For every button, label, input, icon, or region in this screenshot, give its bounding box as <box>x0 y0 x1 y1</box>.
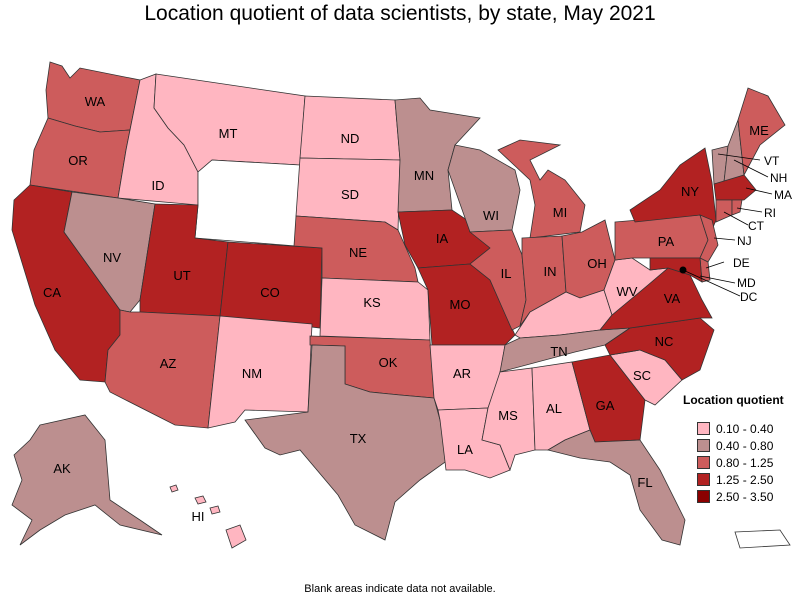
state-nm[interactable] <box>207 315 313 429</box>
label-sd: SD <box>341 187 359 202</box>
label-mo: MO <box>450 297 471 312</box>
legend-label: 1.25 - 2.50 <box>716 472 774 487</box>
label-in: IN <box>544 264 557 279</box>
state-tx[interactable] <box>244 344 449 541</box>
legend-swatch <box>697 456 710 469</box>
state-ak[interactable] <box>11 414 163 546</box>
label-az: AZ <box>160 356 177 371</box>
label-tn: TN <box>550 344 567 359</box>
legend-items: 0.10 - 0.40 0.40 - 0.80 0.80 - 1.25 1.25… <box>683 420 798 505</box>
label-hi: HI <box>192 509 205 524</box>
state-md[interactable] <box>649 257 703 283</box>
state-il[interactable] <box>468 229 527 331</box>
label-ut: UT <box>173 268 190 283</box>
state-mi[interactable] <box>497 139 586 239</box>
state-nd[interactable] <box>299 95 401 161</box>
map-title: Location quotient of data scientists, by… <box>144 2 656 25</box>
label-ak: AK <box>53 461 71 476</box>
label-nm: NM <box>242 366 262 381</box>
label-ok: OK <box>379 355 398 370</box>
label-nc: NC <box>655 334 674 349</box>
label-me: ME <box>749 123 769 138</box>
state-wi[interactable] <box>447 144 521 233</box>
label-ri: RI <box>764 206 776 220</box>
legend-swatch <box>697 422 710 435</box>
label-ne: NE <box>349 245 367 260</box>
state-labels: WA OR CA ID NV MT UT AZ CO NM ND SD NE K… <box>43 94 792 524</box>
state-ny[interactable] <box>629 147 717 236</box>
legend-title: Location quotient <box>683 393 784 407</box>
label-wv: WV <box>617 284 638 299</box>
label-nj: NJ <box>737 234 752 248</box>
legend-label: 0.10 - 0.40 <box>716 421 774 436</box>
label-ca: CA <box>43 285 61 300</box>
label-la: LA <box>457 442 473 457</box>
legend: Location quotient 0.10 - 0.40 0.40 - 0.8… <box>683 393 798 505</box>
label-va: VA <box>664 291 681 306</box>
label-mt: MT <box>219 126 238 141</box>
label-mi: MI <box>553 205 567 220</box>
label-nh: NH <box>770 171 787 185</box>
label-nv: NV <box>103 250 121 265</box>
state-hi[interactable] <box>169 484 247 549</box>
label-nd: ND <box>341 131 360 146</box>
label-dc: DC <box>740 290 758 304</box>
label-wi: WI <box>483 208 499 223</box>
state-ks[interactable] <box>319 277 431 341</box>
label-tx: TX <box>350 431 367 446</box>
legend-item: 0.40 - 0.80 <box>683 437 798 454</box>
label-ny: NY <box>681 184 699 199</box>
legend-swatch <box>697 490 710 503</box>
label-id: ID <box>152 178 165 193</box>
state-ma[interactable] <box>713 174 757 201</box>
label-or: OR <box>68 153 88 168</box>
label-ks: KS <box>363 295 381 310</box>
label-ia: IA <box>436 231 449 246</box>
leader-lines <box>682 153 773 297</box>
label-sc: SC <box>633 368 651 383</box>
label-al: AL <box>546 401 562 416</box>
label-ct: CT <box>748 219 765 233</box>
state-ct[interactable] <box>715 199 733 223</box>
legend-label: 2.50 - 3.50 <box>716 489 774 504</box>
state-ri[interactable] <box>731 199 743 216</box>
state-nv[interactable] <box>63 191 156 313</box>
label-ar: AR <box>453 366 471 381</box>
label-co: CO <box>260 285 280 300</box>
label-oh: OH <box>587 256 607 271</box>
state-wy[interactable] <box>194 159 301 247</box>
label-il: IL <box>501 266 512 281</box>
footnote: Blank areas indicate data not available. <box>304 583 496 595</box>
label-md: MD <box>737 276 756 290</box>
label-wa: WA <box>85 94 106 109</box>
legend-item: 1.25 - 2.50 <box>683 471 798 488</box>
legend-label: 0.40 - 0.80 <box>716 438 774 453</box>
label-de: DE <box>733 256 750 270</box>
legend-swatch <box>697 439 710 452</box>
label-ms: MS <box>498 408 518 423</box>
label-fl: FL <box>637 475 652 490</box>
legend-swatch <box>697 473 710 486</box>
legend-item: 0.10 - 0.40 <box>683 420 798 437</box>
legend-item: 0.80 - 1.25 <box>683 454 798 471</box>
label-vt: VT <box>764 154 780 168</box>
legend-item: 2.50 - 3.50 <box>683 488 798 505</box>
label-ga: GA <box>596 398 615 413</box>
label-ma: MA <box>774 188 792 202</box>
label-pa: PA <box>658 234 675 249</box>
legend-label: 0.80 - 1.25 <box>716 455 774 470</box>
label-mn: MN <box>414 168 434 183</box>
state-pr <box>734 529 791 549</box>
state-fl[interactable] <box>546 429 686 546</box>
